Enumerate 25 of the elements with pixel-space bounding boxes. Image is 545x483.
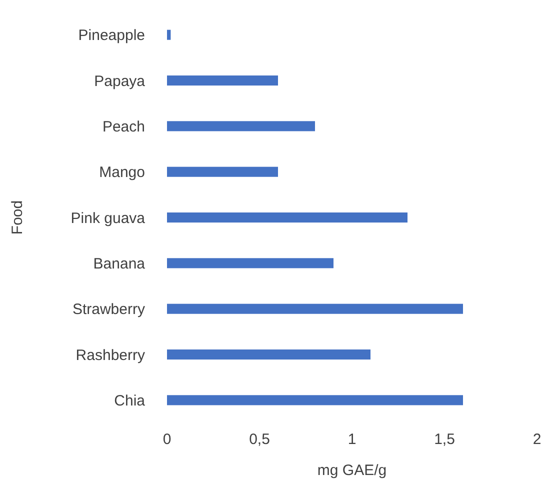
y-tick-label: Mango [99,164,145,182]
y-tick-label: Papaya [94,72,146,90]
y-tick-label: Chia [114,392,146,410]
x-axis-title: mg GAE/g [317,462,387,479]
bar [167,258,334,268]
y-axis-title: Food [9,200,26,235]
bar [167,349,370,360]
x-tick-label: 1,5 [434,431,455,448]
y-tick-label: Rashberry [76,346,146,364]
x-tick-label: 0 [162,431,172,448]
y-tick-label: Banana [93,255,146,272]
bar [167,166,278,177]
x-tick-label: 2 [532,431,542,448]
x-tick-label: 1 [348,431,356,448]
bar [167,75,278,86]
y-tick-label: Pink guava [70,210,146,227]
y-tick-label: Strawberry [72,301,146,318]
bar [167,212,408,223]
bar [167,30,171,40]
bar [167,395,463,406]
y-tick-label: Pineapple [78,27,145,44]
y-tick-label: Peach [102,118,145,136]
bar [167,304,463,314]
bar [167,121,315,132]
x-tick-label: 0,5 [249,431,270,448]
